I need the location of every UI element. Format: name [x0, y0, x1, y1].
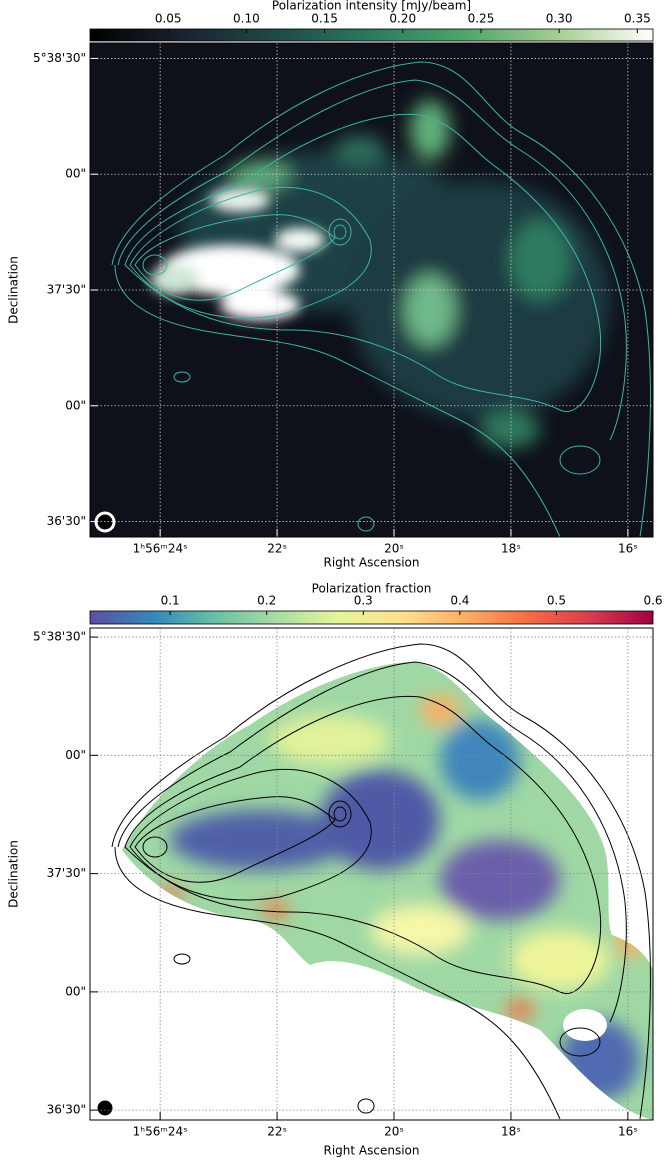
- x-tick-label: 16ˢ: [618, 1125, 638, 1139]
- x-tick-label: 22ˢ: [267, 1125, 287, 1139]
- colorbar-tick-label: 0.6: [643, 594, 662, 608]
- x-axis-label: Right Ascension: [324, 556, 420, 570]
- colorbar-tick-label: 0.2: [257, 594, 276, 608]
- colorbar-tick-label: 0.35: [624, 12, 651, 26]
- colorbar-tick-label: 0.05: [155, 12, 182, 26]
- colorbar-tick-label: 0.15: [311, 12, 338, 26]
- colorbar-label: Polarization intensity [mJy/beam]: [272, 0, 471, 13]
- x-tick-label: 16ˢ: [618, 542, 638, 556]
- colorbar-tick-label: 0.3: [354, 594, 373, 608]
- colorbar-tick-label: 0.20: [389, 12, 416, 26]
- colorbar-tick-label: 0.5: [547, 594, 566, 608]
- colorbar-label: Polarization fraction: [312, 582, 432, 596]
- y-tick-label: 00": [65, 984, 86, 998]
- x-tick-label: 18ˢ: [501, 1125, 521, 1139]
- y-tick-label: 00": [65, 398, 86, 412]
- y-tick-label: 5°38'30": [33, 630, 86, 644]
- y-tick-label: 00": [65, 748, 86, 762]
- colorbar: [89, 28, 654, 42]
- y-tick-label: 00": [65, 167, 86, 181]
- x-tick-label: 18ˢ: [501, 542, 521, 556]
- colorbar-tick-label: 0.10: [233, 12, 260, 26]
- colorbar-tick-label: 0.4: [450, 594, 469, 608]
- y-tick-label: 36'30": [47, 1103, 86, 1117]
- y-axis-label: Declination: [7, 256, 21, 324]
- axes-frame: [89, 627, 654, 1121]
- y-tick-label: 36'30": [47, 514, 86, 528]
- colorbar-tick-label: 0.30: [546, 12, 573, 26]
- x-tick-label: 20ˢ: [384, 1125, 404, 1139]
- colorbar: [89, 610, 654, 625]
- x-axis-label: Right Ascension: [324, 1144, 420, 1158]
- colorbar-tick-label: 0.25: [468, 12, 495, 26]
- x-tick-label: 22ˢ: [267, 542, 287, 556]
- axes-frame: [89, 42, 654, 538]
- x-tick-label: 1ʰ56ᵐ24ˢ: [133, 542, 188, 556]
- y-tick-label: 37'30": [47, 283, 86, 297]
- colorbar-tick-label: 0.1: [161, 594, 180, 608]
- x-tick-label: 1ʰ56ᵐ24ˢ: [133, 1125, 188, 1139]
- y-tick-label: 37'30": [47, 866, 86, 880]
- y-axis-label: Declination: [7, 840, 21, 908]
- y-tick-label: 5°38'30": [33, 51, 86, 65]
- x-tick-label: 20ˢ: [384, 542, 404, 556]
